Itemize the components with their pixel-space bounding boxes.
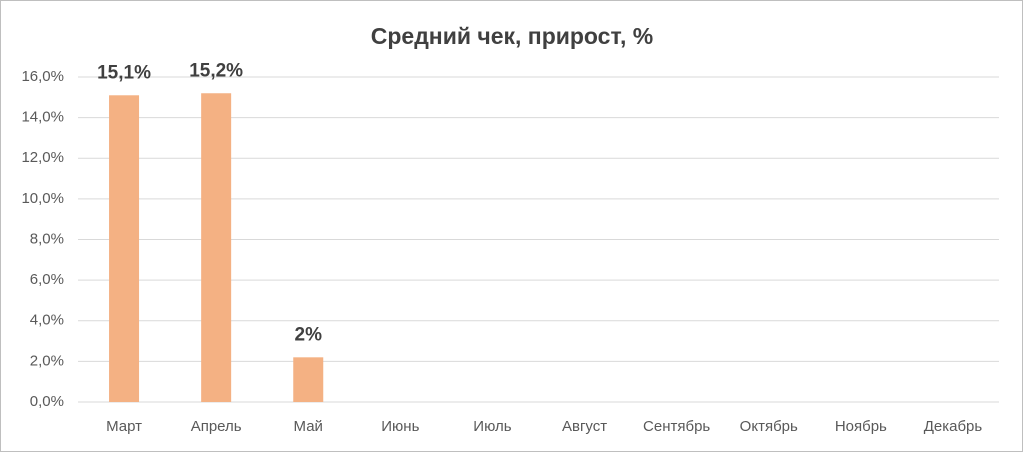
x-tick-label: Июнь	[381, 418, 419, 435]
data-label: 2%	[295, 324, 323, 345]
y-tick-label: 16,0%	[21, 68, 64, 85]
x-tick-label: Апрель	[191, 418, 242, 435]
x-tick-label: Август	[562, 418, 607, 435]
y-tick-label: 12,0%	[21, 149, 64, 166]
bar	[109, 95, 140, 402]
x-tick-label: Октябрь	[740, 418, 798, 435]
x-tick-label: Май	[294, 418, 323, 435]
y-tick-label: 4,0%	[30, 312, 64, 329]
y-tick-label: 2,0%	[30, 352, 64, 369]
bar	[201, 93, 232, 402]
data-label: 15,2%	[189, 60, 243, 81]
y-tick-label: 14,0%	[21, 109, 64, 126]
bar	[293, 357, 324, 402]
y-tick-label: 10,0%	[21, 190, 64, 207]
y-tick-label: 8,0%	[30, 230, 64, 247]
x-tick-label: Декабрь	[924, 418, 983, 435]
chart-title: Средний чек, прирост, %	[371, 23, 653, 49]
data-label: 15,1%	[97, 62, 151, 83]
y-tick-label: 0,0%	[30, 393, 64, 410]
x-tick-label: Март	[106, 418, 142, 435]
y-tick-label: 6,0%	[30, 271, 64, 288]
x-tick-label: Сентябрь	[643, 418, 710, 435]
x-tick-label: Ноябрь	[835, 418, 887, 435]
x-tick-label: Июль	[473, 418, 511, 435]
